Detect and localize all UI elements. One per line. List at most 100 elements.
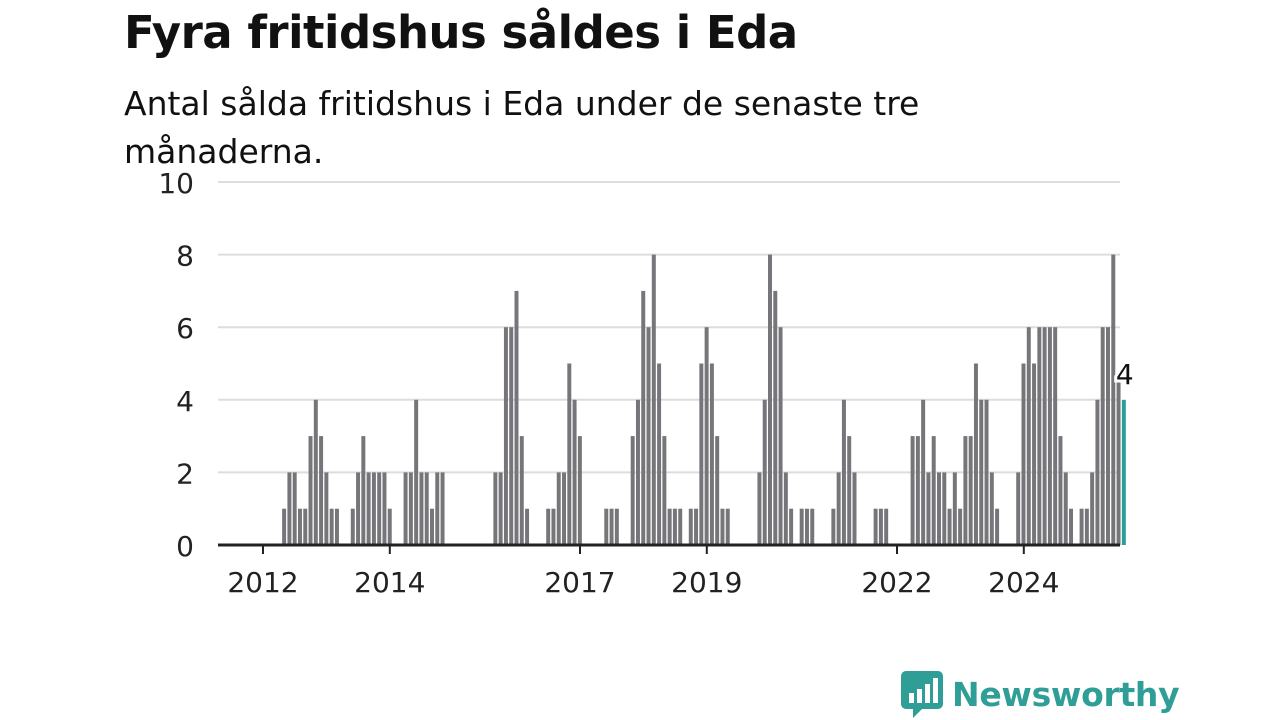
bar: [546, 508, 551, 545]
bar: [604, 508, 609, 545]
bar: [757, 472, 762, 545]
x-tick-label: 2012: [227, 566, 298, 599]
bar: [609, 508, 614, 545]
bar: [297, 508, 302, 545]
bar: [382, 472, 387, 545]
bar: [704, 327, 709, 545]
x-axis: 2012 2014 2017 2019 2022 2024: [218, 543, 1120, 599]
y-tick-label: 0: [176, 530, 194, 563]
bar: [519, 436, 524, 545]
bar: [324, 472, 329, 545]
bar: [926, 472, 931, 545]
bar: [313, 399, 318, 545]
bar: [646, 327, 651, 545]
bar: [1116, 381, 1121, 545]
bar: [1058, 436, 1063, 545]
bar: [789, 508, 794, 545]
bar: [937, 472, 941, 545]
annotations: 4: [1113, 355, 1137, 394]
bar: [841, 399, 846, 545]
bar: [419, 472, 424, 545]
bar: [551, 508, 556, 545]
bar: [287, 472, 292, 545]
bar: [973, 363, 978, 545]
bar: [356, 472, 361, 545]
bar: [430, 508, 434, 545]
bar: [1037, 327, 1042, 545]
bar: [1047, 327, 1052, 545]
bar: [968, 436, 973, 545]
bar: [963, 436, 968, 545]
bar: [1042, 327, 1047, 545]
bar: [1021, 363, 1026, 545]
highlight-bar: [1121, 399, 1126, 545]
bar: [1069, 508, 1074, 545]
bar: [958, 508, 963, 545]
bar: [657, 363, 662, 545]
chart-title: Fyra fritidshus såldes i Eda: [124, 6, 798, 59]
bar: [678, 508, 683, 545]
bar: [947, 508, 952, 545]
bar: [651, 254, 656, 545]
bar: [995, 508, 1000, 545]
bar: [662, 436, 667, 545]
bar: [1063, 472, 1068, 545]
bar: [810, 508, 815, 545]
bar: [1016, 472, 1021, 545]
y-tick-label: 8: [176, 240, 194, 273]
bar: [1032, 363, 1037, 545]
bar: [1111, 254, 1116, 545]
newsworthy-chart-bubble-icon: [901, 671, 943, 718]
bars: [282, 254, 1126, 545]
bar: [408, 472, 413, 545]
bar: [1106, 327, 1110, 545]
bar: [931, 436, 936, 545]
bar: [303, 508, 308, 545]
x-tick-label: 2014: [354, 566, 425, 599]
bar: [350, 508, 355, 545]
bar: [440, 472, 445, 545]
bar: [878, 508, 883, 545]
bar: [831, 508, 836, 545]
bar: [725, 508, 730, 545]
bar: [387, 508, 392, 545]
bar: [688, 508, 693, 545]
x-tick-label: 2019: [671, 566, 742, 599]
bar: [915, 436, 920, 545]
bar: [762, 399, 767, 545]
bar: [884, 508, 889, 545]
bar: [361, 436, 366, 545]
bar: [852, 472, 857, 545]
x-tick-label: 2022: [861, 566, 932, 599]
bar: [1079, 508, 1084, 545]
bar: [720, 508, 725, 545]
bar: [562, 472, 567, 545]
bar: [282, 508, 287, 545]
brand-logo: Newsworthy: [900, 668, 1180, 720]
bar: [836, 472, 841, 545]
bar: [984, 399, 989, 545]
bar: [577, 436, 582, 545]
bar: [1026, 327, 1031, 545]
bar: [694, 508, 699, 545]
highlight-value-label: 4: [1116, 358, 1134, 391]
y-tick-label: 6: [176, 312, 194, 345]
bar: [641, 290, 646, 545]
bar: [1084, 508, 1089, 545]
bar: [910, 436, 915, 545]
bar: [942, 472, 947, 545]
bar: [403, 472, 408, 545]
bar: [1100, 327, 1105, 545]
bar: [847, 436, 852, 545]
bar: [979, 399, 984, 545]
bar: [614, 508, 619, 545]
y-tick-label: 4: [176, 385, 194, 418]
bar: [503, 327, 508, 545]
bar: [366, 472, 371, 545]
bar: [424, 472, 429, 545]
bar: [435, 472, 440, 545]
bar: [319, 436, 324, 545]
bar: [292, 472, 297, 545]
bar: [768, 254, 772, 545]
bar: [873, 508, 878, 545]
